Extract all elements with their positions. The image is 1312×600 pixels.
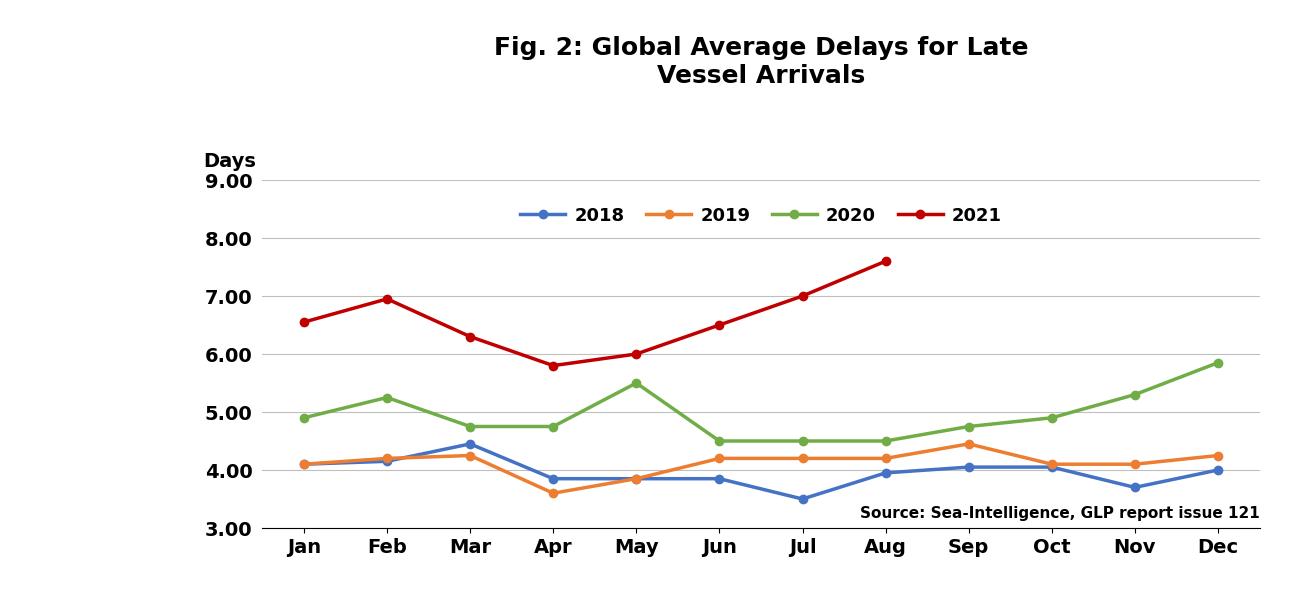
Line: 2020: 2020 [299, 359, 1223, 445]
2018 [628, 475, 644, 482]
2021 [462, 333, 478, 340]
2020 [1127, 391, 1143, 398]
2018 [711, 475, 727, 482]
2019 [711, 455, 727, 462]
Legend: 2018, 2019, 2020, 2021: 2018, 2019, 2020, 2021 [513, 199, 1009, 232]
Line: 2021: 2021 [299, 257, 890, 370]
2018 [546, 475, 562, 482]
2021 [628, 350, 644, 358]
2019 [1044, 461, 1060, 468]
2021 [546, 362, 562, 369]
2021 [379, 295, 395, 302]
2021 [795, 292, 811, 299]
2018 [462, 440, 478, 448]
2020 [878, 437, 893, 445]
2020 [379, 394, 395, 401]
2020 [795, 437, 811, 445]
2019 [795, 455, 811, 462]
2020 [546, 423, 562, 430]
Line: 2019: 2019 [299, 440, 1223, 497]
2019 [462, 452, 478, 459]
2018 [1210, 466, 1225, 473]
2018 [379, 458, 395, 465]
Text: Days: Days [203, 152, 256, 171]
2018 [297, 461, 312, 468]
2020 [1210, 359, 1225, 366]
Text: Fig. 2: Global Average Delays for Late
Vessel Arrivals: Fig. 2: Global Average Delays for Late V… [493, 36, 1029, 88]
2021 [297, 319, 312, 326]
2020 [628, 379, 644, 386]
2020 [297, 414, 312, 421]
2019 [297, 461, 312, 468]
2021 [711, 322, 727, 329]
2018 [1044, 463, 1060, 470]
2020 [711, 437, 727, 445]
Line: 2018: 2018 [299, 440, 1223, 503]
2020 [462, 423, 478, 430]
2018 [878, 469, 893, 476]
2021 [878, 257, 893, 265]
2018 [960, 463, 976, 470]
2019 [1210, 452, 1225, 459]
2019 [379, 455, 395, 462]
2020 [960, 423, 976, 430]
2020 [1044, 414, 1060, 421]
2019 [1127, 461, 1143, 468]
2019 [628, 475, 644, 482]
Text: Source: Sea-Intelligence, GLP report issue 121: Source: Sea-Intelligence, GLP report iss… [859, 506, 1260, 521]
2019 [546, 490, 562, 497]
2018 [795, 496, 811, 503]
2019 [960, 440, 976, 448]
2019 [878, 455, 893, 462]
2018 [1127, 484, 1143, 491]
